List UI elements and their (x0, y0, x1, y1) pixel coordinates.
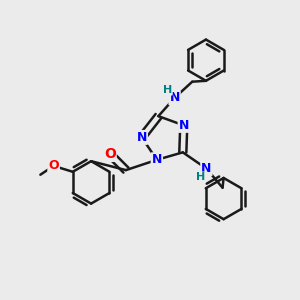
Text: O: O (104, 147, 116, 161)
Text: O: O (48, 159, 59, 172)
Text: N: N (178, 119, 189, 132)
Text: N: N (201, 162, 212, 175)
Text: N: N (169, 92, 180, 104)
Text: N: N (136, 131, 147, 144)
Text: H: H (196, 172, 205, 182)
Text: H: H (163, 85, 172, 94)
Text: N: N (152, 153, 162, 166)
